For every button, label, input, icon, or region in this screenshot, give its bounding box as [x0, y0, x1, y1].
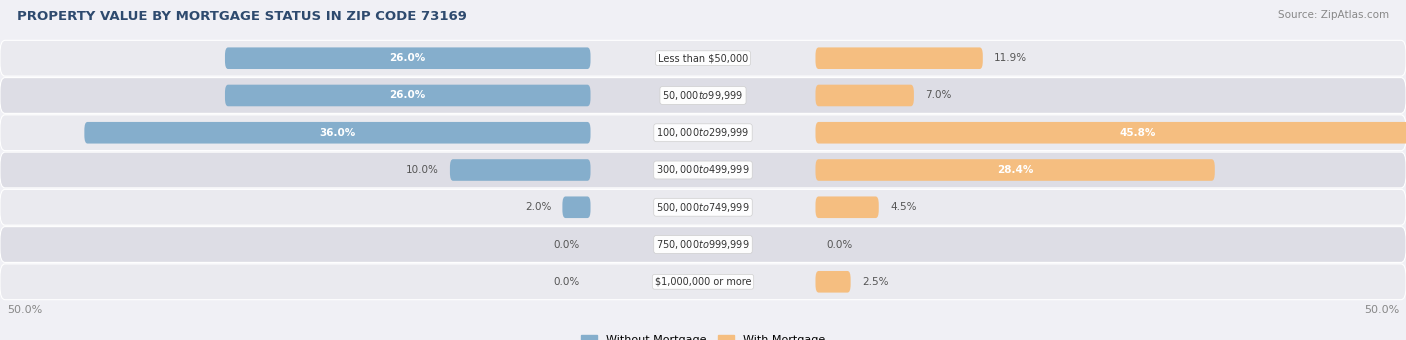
Text: $100,000 to $299,999: $100,000 to $299,999 [657, 126, 749, 139]
FancyBboxPatch shape [0, 264, 1406, 300]
FancyBboxPatch shape [225, 47, 591, 69]
Text: Source: ZipAtlas.com: Source: ZipAtlas.com [1278, 10, 1389, 20]
Text: $1,000,000 or more: $1,000,000 or more [655, 277, 751, 287]
FancyBboxPatch shape [0, 227, 1406, 262]
Text: $300,000 to $499,999: $300,000 to $499,999 [657, 164, 749, 176]
Text: $750,000 to $999,999: $750,000 to $999,999 [657, 238, 749, 251]
Text: $50,000 to $99,999: $50,000 to $99,999 [662, 89, 744, 102]
FancyBboxPatch shape [815, 271, 851, 293]
Text: 2.5%: 2.5% [862, 277, 889, 287]
Text: 0.0%: 0.0% [553, 277, 579, 287]
Text: 10.0%: 10.0% [406, 165, 439, 175]
Text: PROPERTY VALUE BY MORTGAGE STATUS IN ZIP CODE 73169: PROPERTY VALUE BY MORTGAGE STATUS IN ZIP… [17, 10, 467, 23]
Text: 0.0%: 0.0% [827, 239, 853, 250]
Text: 26.0%: 26.0% [389, 53, 426, 63]
Text: 26.0%: 26.0% [389, 90, 426, 101]
FancyBboxPatch shape [815, 85, 914, 106]
FancyBboxPatch shape [0, 189, 1406, 225]
FancyBboxPatch shape [225, 85, 591, 106]
Text: 4.5%: 4.5% [890, 202, 917, 212]
FancyBboxPatch shape [0, 78, 1406, 113]
Text: 28.4%: 28.4% [997, 165, 1033, 175]
Text: 50.0%: 50.0% [7, 305, 42, 315]
Legend: Without Mortgage, With Mortgage: Without Mortgage, With Mortgage [576, 330, 830, 340]
Text: 11.9%: 11.9% [994, 53, 1028, 63]
FancyBboxPatch shape [562, 197, 591, 218]
Text: 36.0%: 36.0% [319, 128, 356, 138]
Text: Less than $50,000: Less than $50,000 [658, 53, 748, 63]
FancyBboxPatch shape [815, 159, 1215, 181]
Text: $500,000 to $749,999: $500,000 to $749,999 [657, 201, 749, 214]
FancyBboxPatch shape [450, 159, 591, 181]
Text: 2.0%: 2.0% [524, 202, 551, 212]
Text: 50.0%: 50.0% [1364, 305, 1399, 315]
FancyBboxPatch shape [0, 40, 1406, 76]
Text: 45.8%: 45.8% [1119, 128, 1156, 138]
FancyBboxPatch shape [84, 122, 591, 143]
FancyBboxPatch shape [815, 47, 983, 69]
FancyBboxPatch shape [815, 197, 879, 218]
Text: 0.0%: 0.0% [553, 239, 579, 250]
FancyBboxPatch shape [815, 122, 1406, 143]
FancyBboxPatch shape [0, 115, 1406, 151]
Text: 7.0%: 7.0% [925, 90, 952, 101]
FancyBboxPatch shape [0, 152, 1406, 188]
